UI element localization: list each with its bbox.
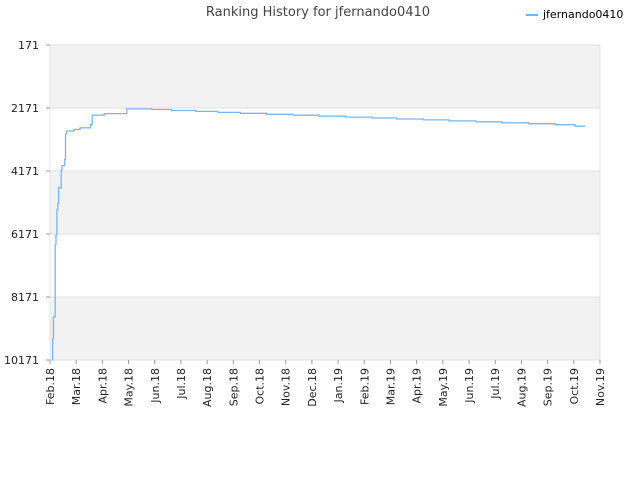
- x-tick-label: May.18: [123, 368, 136, 407]
- plot-band: [50, 45, 600, 108]
- plot-band: [50, 297, 600, 360]
- x-tick-label: Nov.19: [594, 368, 607, 406]
- x-tick-label: Jan.19: [332, 368, 345, 403]
- x-tick-label: Aug.18: [201, 368, 214, 407]
- plot-band: [50, 234, 600, 297]
- x-tick-label: Apr.18: [96, 368, 109, 404]
- series-line[interactable]: [51, 108, 586, 361]
- x-tick-label: Sep.18: [227, 368, 240, 406]
- x-tick-label: Oct.18: [254, 368, 267, 405]
- plot-bands: [50, 45, 600, 360]
- gridlines: [49, 44, 601, 361]
- y-tick-label: 6171: [11, 228, 39, 241]
- x-tick-label: Feb.18: [44, 368, 57, 405]
- chart-title: Ranking History for jfernando0410: [206, 5, 430, 20]
- x-tick-label: Oct.19: [568, 368, 581, 405]
- y-tick-label: 10171: [4, 354, 39, 367]
- legend-label: jfernando0410: [542, 8, 623, 21]
- legend[interactable]: jfernando0410: [526, 8, 623, 21]
- x-tick-label: Dec.18: [306, 368, 319, 407]
- x-tick-label: Jun.19: [463, 368, 476, 404]
- x-tick-label: Feb.19: [358, 368, 371, 405]
- x-tick-label: May.19: [437, 368, 450, 407]
- x-tick-label: Apr.19: [411, 368, 424, 404]
- series-layer: [51, 108, 586, 361]
- x-tick-label: Mar.18: [70, 368, 83, 405]
- y-axis: 171 2171 4171 6171 8171 10171: [4, 39, 50, 367]
- plot-band: [50, 108, 600, 171]
- x-tick-label: Jul.18: [175, 368, 188, 400]
- x-tick-label: Nov.18: [280, 368, 293, 406]
- x-tick-label: Jun.18: [149, 368, 162, 404]
- x-tick-label: Aug.19: [515, 368, 528, 407]
- x-tick-label: Sep.19: [542, 368, 555, 406]
- x-tick-label: Jul.19: [489, 368, 502, 400]
- y-tick-label: 8171: [11, 291, 39, 304]
- plot-band: [50, 171, 600, 234]
- x-axis: Feb.18 Mar.18 Apr.18 May.18 Jun.18 Jul.18 Aug.…: [44, 360, 607, 407]
- y-tick-label: 2171: [11, 102, 39, 115]
- y-tick-label: 171: [18, 39, 39, 52]
- x-tick-label: Mar.19: [384, 368, 397, 405]
- y-tick-label: 4171: [11, 165, 39, 178]
